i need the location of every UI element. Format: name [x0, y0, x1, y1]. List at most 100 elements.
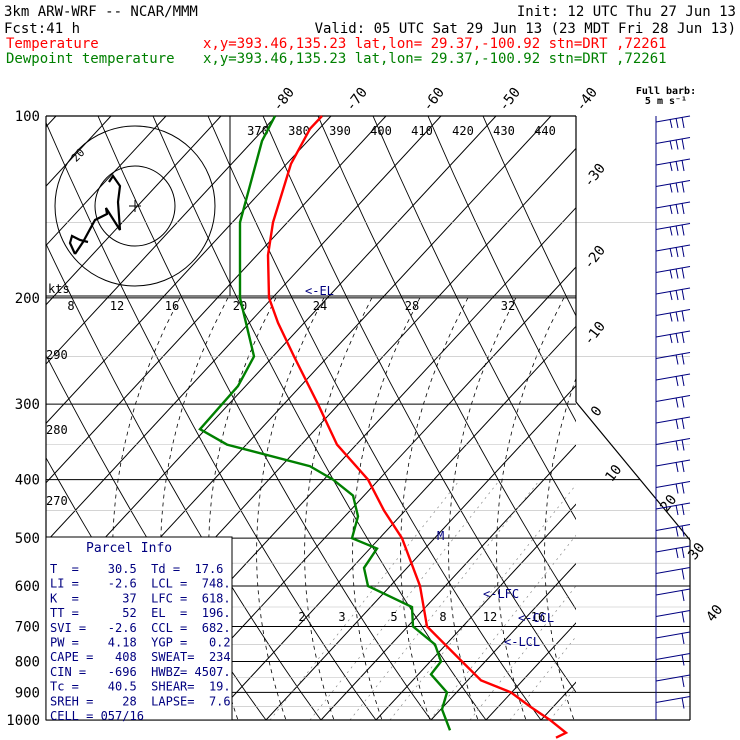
m-marker: M	[437, 529, 444, 543]
wind-barb-feather	[675, 547, 679, 559]
mixing-ratio-label: 8	[439, 610, 446, 624]
wind-barb-shaft	[655, 524, 691, 531]
isotherm-line	[46, 116, 167, 247]
mixing-ratio-labels: 2 3 5 8 12 16	[298, 610, 545, 624]
wind-barb-feather	[681, 138, 685, 150]
el-marker: <-EL	[305, 284, 334, 298]
mixing-ratio-line	[630, 480, 740, 720]
isotherm-line	[46, 116, 442, 543]
isotherm-line	[596, 116, 740, 720]
isotherm-line	[485, 622, 576, 720]
isotherm-line	[706, 116, 740, 720]
wind-barb-shaft	[655, 567, 691, 574]
lfc-marker: <-LFC	[483, 587, 519, 601]
pressure-label-700: 700	[15, 619, 40, 635]
theta-labels: 370 380 390 400 410 420 430 440	[247, 124, 556, 138]
wind-barb-shaft	[655, 395, 691, 402]
ccl-marker: <-CCL	[518, 611, 554, 625]
wind-barb-feather	[681, 482, 685, 494]
temperature-profile	[266, 115, 569, 739]
isotherm-line	[155, 266, 576, 720]
hodograph-ring-label: 20	[69, 146, 88, 165]
hodograph-units: kts	[48, 282, 70, 296]
mixing-ratio-label: 3	[338, 610, 345, 624]
temperature-top-label: -70	[343, 85, 371, 115]
wind-barb-feather	[675, 160, 679, 172]
isotherm-line	[46, 116, 222, 306]
wind-barb-shaft	[655, 631, 691, 639]
theta-label: 380	[288, 124, 310, 138]
parcel-info-row: Tc = 40.5 SHEAR= 19.	[50, 680, 231, 694]
dewpoint-location: x,y=393.46,135.23 lat,lon= 29.37,-100.92…	[203, 51, 667, 67]
barb-legend-units: 5 m s⁻¹	[645, 96, 687, 107]
wind-barb-feather	[681, 396, 685, 408]
parcel-info-row: PW = 4.18 YGP = 0.2	[50, 636, 231, 650]
wind-barb-shaft	[655, 545, 691, 553]
wind-barb-feather	[681, 267, 685, 279]
wind-barb-feather	[675, 139, 679, 150]
wind-barb-feather	[681, 374, 685, 387]
moist-adiabat-line	[304, 297, 373, 720]
wind-barb-feather	[675, 246, 679, 258]
wind-barb-feather	[681, 697, 685, 709]
wind-barb-feather	[669, 204, 673, 215]
wind-barb-feather	[681, 546, 685, 559]
valid-time: Valid: 05 UTC Sat 29 Jun 13 (23 MDT Fri …	[315, 21, 736, 37]
wind-barb-feather	[681, 331, 685, 344]
parcel-info-row: K = 37 LFC = 618.	[50, 591, 231, 605]
wind-barb-feather	[669, 333, 673, 344]
forecast-label: Fcst:	[4, 21, 46, 37]
parcel-info-row: T = 30.5 Td = 17.6	[50, 562, 223, 576]
wind-barbs: Full barb: 5 m s⁻¹	[636, 86, 696, 720]
hodograph-speed-labels: 8 12 16 20 24 28 32	[67, 299, 515, 313]
mixing-ratio-line	[590, 480, 740, 720]
parcel-info-panel: Parcel Info T = 30.5 Td = 17.6LI = -2.6 …	[45, 536, 233, 723]
temperature-top-labels: -80 -70 -60 -50 -40	[270, 85, 601, 115]
wind-barb-shaft	[655, 438, 691, 445]
model-title: 3km ARW-WRF -- NCAR/MMM	[4, 4, 198, 20]
moist-adiabat-line	[496, 297, 565, 720]
mixing-ratio-line	[429, 534, 576, 720]
theta-label: 440	[534, 124, 556, 138]
temperature-right-label: 10	[602, 462, 625, 485]
wind-barb-shaft	[655, 674, 691, 682]
lcl-marker: <-LCL	[504, 635, 540, 649]
wind-barb-feather	[675, 182, 679, 193]
wind-barb-shaft	[655, 287, 691, 295]
theta-left-label: 280	[46, 423, 68, 437]
mixing-ratio-line	[509, 635, 576, 720]
wind-barb-shaft	[655, 653, 691, 660]
isotherm-line	[430, 562, 576, 720]
wind-barb-feather	[675, 418, 679, 430]
parcel-info-row: CAPE = 408 SWEAT= 234	[50, 650, 231, 664]
wind-barb-feather	[669, 290, 673, 301]
temperature-right-label: -20	[581, 243, 609, 273]
theta-left-labels: 290 280 270	[46, 348, 68, 508]
wind-barb-shaft	[655, 115, 691, 123]
wind-barb-feather	[675, 268, 679, 279]
theta-label: 410	[411, 124, 433, 138]
wind-barb-shaft	[655, 266, 691, 273]
wind-barb-feather	[675, 332, 679, 344]
pressure-label-500: 500	[15, 531, 40, 547]
wind-barb-feather	[675, 203, 679, 215]
wind-barb-feather	[675, 461, 679, 473]
theta-label: 390	[329, 124, 351, 138]
wind-barb-shaft	[655, 137, 691, 144]
isotherm-line	[46, 116, 332, 425]
isotherm-line	[46, 116, 387, 484]
isotherm-line	[210, 325, 576, 720]
dewpoint-legend: Dewpoint temperature	[6, 51, 175, 67]
wind-barb-shaft	[655, 610, 691, 617]
wind-barb-feather	[675, 225, 679, 236]
wind-barb-shaft	[655, 223, 691, 230]
wind-barb-feather	[681, 632, 685, 645]
temperature-right-label: 40	[703, 602, 726, 625]
theta-label: 400	[370, 124, 392, 138]
isotherm-line	[46, 116, 497, 603]
dry-adiabat-line	[427, 116, 576, 423]
moist-adiabat-line	[448, 297, 517, 720]
moist-adiabat-line	[593, 298, 660, 733]
wind-barb-feather	[681, 353, 685, 365]
